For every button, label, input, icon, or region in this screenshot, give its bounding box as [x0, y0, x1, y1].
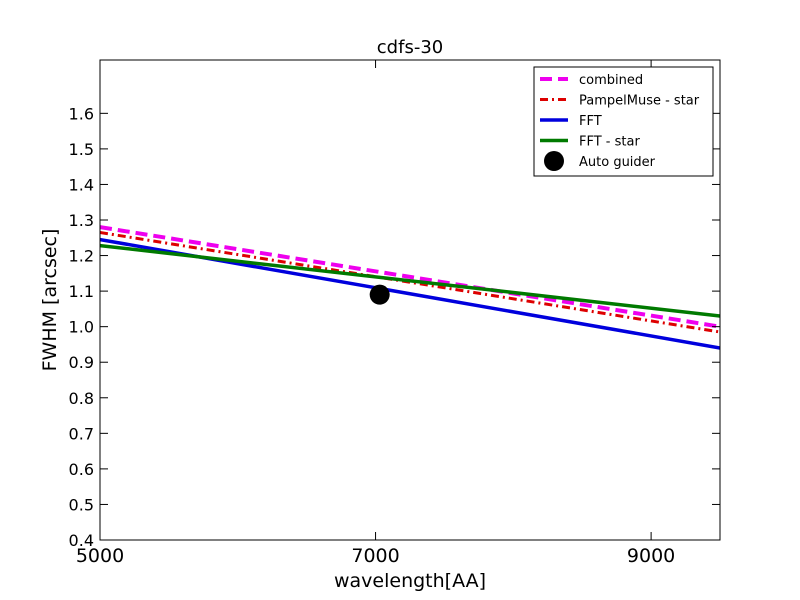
legend-swatch-auto-guider: [544, 151, 564, 171]
x-tick-label: 5000: [76, 545, 124, 567]
y-tick-label: 1.5: [69, 140, 94, 159]
y-tick-label: 0.9: [69, 353, 94, 372]
x-tick-label: 9000: [627, 545, 675, 567]
y-tick-label: 0.6: [69, 460, 94, 479]
y-tick-label: 0.5: [69, 495, 94, 514]
series-layer: [100, 225, 720, 350]
y-axis-label: FWHM [arcsec]: [39, 229, 61, 372]
legend-label-combined: combined: [579, 73, 643, 88]
legend: combined PampelMuse - star FFT FFT - star Au…: [533, 66, 714, 177]
tick-layer: 5000 7000 9000 0.4 0.5 0.6 0.7 0.8 0.9 1.0 1.1 1.2 1…: [69, 60, 720, 567]
legend-label-auto-guider: Auto guider: [579, 155, 656, 170]
plot-area: 5000 7000 9000 0.4 0.5 0.6 0.7 0.8 0.9 1.0 1.1 1.2 1…: [69, 59, 721, 567]
x-axis-label: wavelength[AA]: [334, 570, 486, 592]
y-tick-label: 1.6: [69, 104, 94, 123]
series-point-auto-guider: [369, 284, 390, 305]
y-tick-label: 1.4: [69, 175, 94, 194]
plot-frame: [99, 59, 721, 541]
y-tick-label: 1.2: [69, 247, 94, 266]
legend-label-pampelmuse-star: PampelMuse - star: [579, 94, 700, 109]
y-tick-label: 0.8: [69, 389, 94, 408]
y-tick-label: 0.4: [69, 531, 94, 550]
y-tick-label: 1.0: [69, 318, 94, 337]
x-tick-label: 7000: [351, 545, 399, 567]
series-line-combined: [100, 225, 720, 329]
y-tick-label: 1.1: [69, 282, 94, 301]
legend-label-fft: FFT: [579, 114, 602, 129]
legend-label-fft-star: FFT - star: [579, 135, 640, 150]
y-tick-label: 0.7: [69, 424, 94, 443]
y-tick-label: 1.3: [69, 211, 94, 230]
chart-title: cdfs-30: [377, 37, 443, 58]
series-line-fft-star: [100, 243, 720, 318]
